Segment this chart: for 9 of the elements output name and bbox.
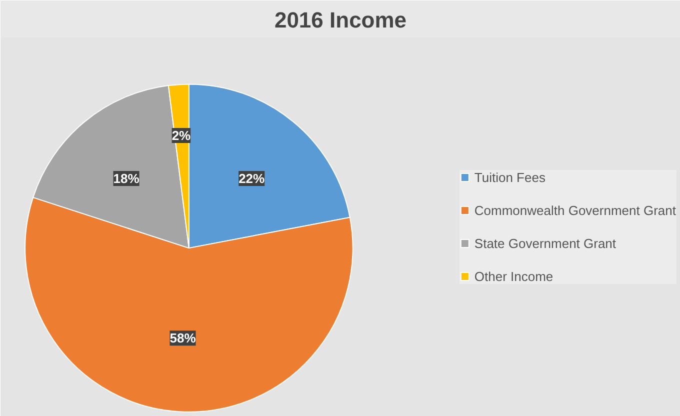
chart-title: 2016 Income [274, 8, 407, 32]
legend-label: Tuition Fees [474, 170, 546, 184]
legend-label: Commonwealth Government Grant [474, 202, 676, 218]
data-label: 58% [170, 330, 196, 346]
data-label: 22% [238, 171, 266, 186]
legend-label: State Government Grant [474, 236, 616, 250]
data-label: 2% [172, 128, 192, 143]
data-label: 18% [113, 171, 140, 186]
legend-label: Other Income [474, 268, 554, 284]
